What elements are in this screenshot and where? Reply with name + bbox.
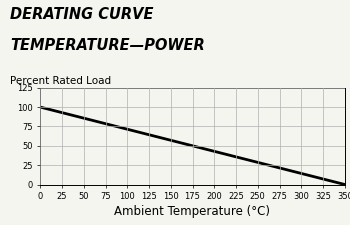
Text: Percent Rated Load: Percent Rated Load <box>10 76 112 86</box>
X-axis label: Ambient Temperature (°C): Ambient Temperature (°C) <box>114 205 271 218</box>
Text: DERATING CURVE: DERATING CURVE <box>10 7 154 22</box>
Text: TEMPERATURE—POWER: TEMPERATURE—POWER <box>10 38 205 53</box>
